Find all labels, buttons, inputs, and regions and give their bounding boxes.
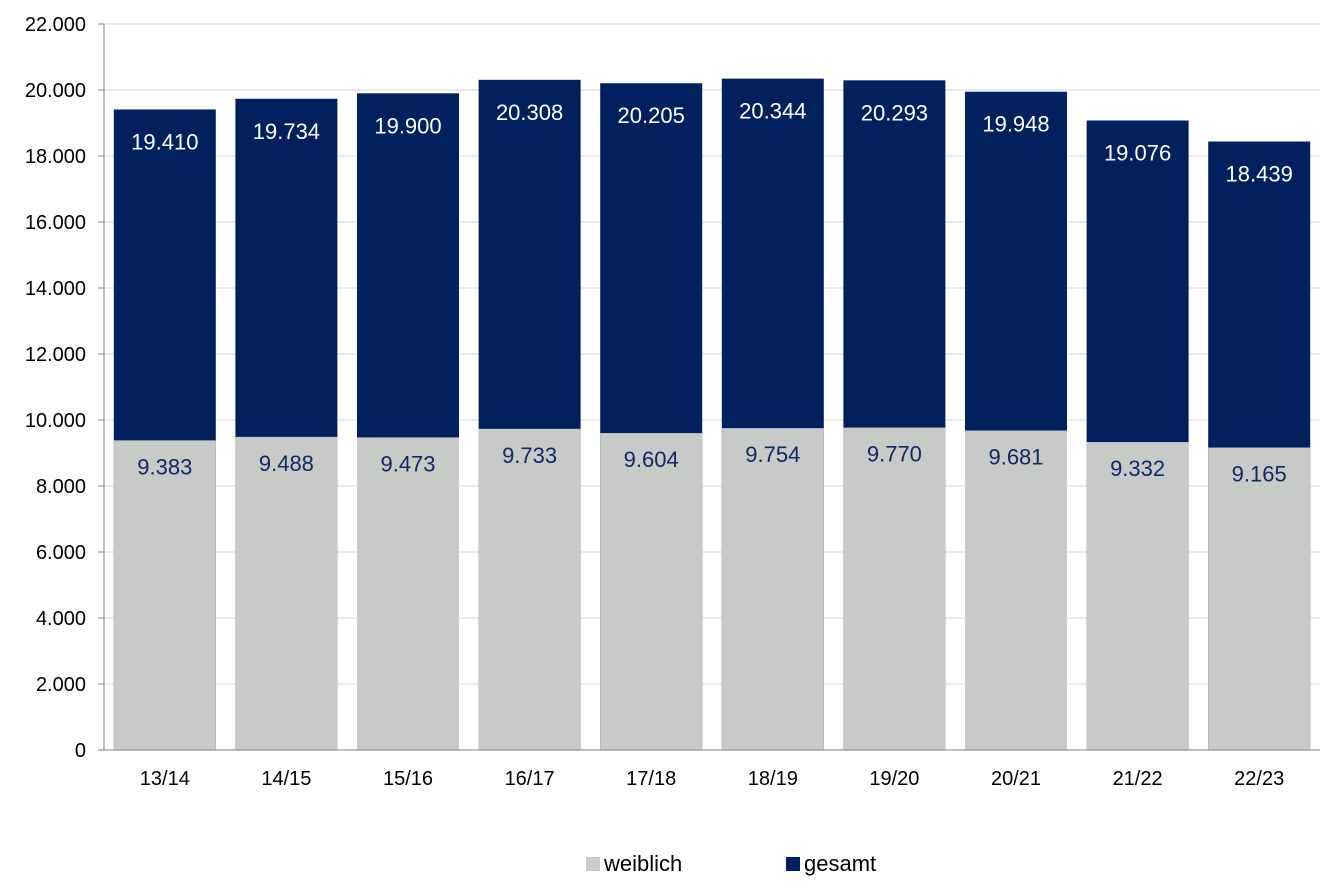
axes: 0 2.000 4.000 6.000 8.000 10.000 12.000 14.000 1… — [25, 14, 1320, 790]
bar-weiblich — [843, 427, 946, 750]
data-label-weiblich: 9.604 — [624, 447, 679, 472]
x-tick-label: 15/16 — [383, 768, 433, 790]
data-label-weiblich: 9.473 — [380, 451, 435, 476]
y-tick-label: 18.000 — [25, 146, 86, 168]
data-labels: 19.410 9.383 19.734 9.488 19.900 9.473 20.308 9… — [131, 99, 1293, 487]
x-tick-label: 18/19 — [748, 768, 798, 790]
data-label-gesamt: 18.439 — [1226, 162, 1293, 187]
x-tick-label: 19/20 — [869, 768, 919, 790]
x-tick-label: 16/17 — [505, 768, 555, 790]
bar-weiblich — [357, 437, 459, 750]
data-label-gesamt: 19.076 — [1104, 140, 1171, 165]
data-label-weiblich: 9.383 — [137, 454, 192, 479]
data-label-weiblich: 9.488 — [259, 451, 314, 476]
data-label-gesamt: 19.900 — [374, 113, 441, 138]
bar-weiblich — [600, 433, 703, 750]
data-label-weiblich: 9.165 — [1232, 462, 1287, 487]
bar-weiblich — [113, 440, 216, 750]
y-tick-label: 4.000 — [36, 608, 86, 630]
bar-weiblich — [1208, 447, 1311, 750]
x-tick-label: 22/23 — [1234, 768, 1284, 790]
legend-swatch-weiblich — [586, 857, 600, 871]
legend-swatch-gesamt — [786, 857, 800, 871]
bar-weiblich — [235, 436, 338, 750]
bar-weiblich — [721, 428, 824, 750]
x-tick-label: 14/15 — [261, 768, 311, 790]
data-label-gesamt: 20.293 — [861, 100, 928, 125]
y-tick-label: 0 — [75, 740, 86, 762]
bar-weiblich — [478, 428, 581, 750]
y-tick-label: 6.000 — [36, 542, 86, 564]
data-label-weiblich: 9.733 — [502, 443, 557, 468]
bar-weiblich — [965, 430, 1067, 750]
data-label-gesamt: 19.734 — [253, 119, 320, 144]
y-tick-label: 16.000 — [25, 212, 86, 234]
legend-label-weiblich: weiblich — [603, 851, 682, 876]
data-label-weiblich: 9.770 — [867, 442, 922, 467]
x-tick-label: 20/21 — [991, 768, 1041, 790]
data-label-gesamt: 19.410 — [131, 129, 198, 154]
bars — [113, 78, 1311, 751]
x-tick-label: 21/22 — [1113, 768, 1163, 790]
x-tick-label: 13/14 — [140, 768, 190, 790]
bar-weiblich — [1086, 442, 1189, 750]
data-label-gesamt: 20.205 — [618, 103, 685, 128]
y-tick-label: 22.000 — [25, 14, 86, 36]
y-tick-label: 12.000 — [25, 344, 86, 366]
y-tick-label: 8.000 — [36, 476, 86, 498]
x-tick-label: 17/18 — [626, 768, 676, 790]
y-tick-label: 2.000 — [36, 674, 86, 696]
data-label-weiblich: 9.332 — [1110, 456, 1165, 481]
data-label-weiblich: 9.681 — [988, 445, 1043, 470]
data-label-gesamt: 20.344 — [739, 99, 806, 124]
y-tick-label: 20.000 — [25, 80, 86, 102]
data-label-weiblich: 9.754 — [745, 442, 800, 467]
y-tick-label: 14.000 — [25, 278, 86, 300]
legend: weiblich gesamt — [586, 851, 876, 876]
data-label-gesamt: 20.308 — [496, 100, 563, 125]
data-label-gesamt: 19.948 — [982, 112, 1049, 137]
y-tick-label: 10.000 — [25, 410, 86, 432]
legend-label-gesamt: gesamt — [804, 851, 876, 876]
